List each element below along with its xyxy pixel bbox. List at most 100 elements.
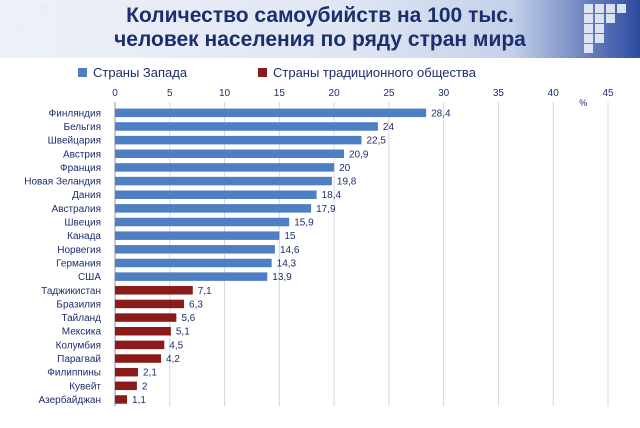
bar [115, 135, 362, 145]
bar [115, 204, 312, 213]
value-label: 2,1 [143, 368, 157, 379]
x-tick-label: 25 [383, 88, 395, 99]
x-tick-label: 45 [602, 88, 614, 99]
decorative-square [595, 34, 604, 43]
category-label: Австралия [52, 204, 101, 215]
category-label: Швеция [64, 218, 101, 229]
bar [115, 108, 427, 118]
decorative-square [17, 24, 26, 33]
bar [115, 176, 332, 186]
bar [115, 395, 128, 404]
decorative-square [584, 24, 593, 33]
decorative-square [617, 4, 626, 13]
x-tick-label: 35 [493, 88, 505, 99]
category-label: Мексика [62, 327, 102, 338]
category-label: Новая Зеландия [24, 177, 101, 188]
decorative-square [595, 14, 604, 23]
x-tick-label: 15 [274, 88, 286, 99]
value-label: 5,6 [181, 313, 195, 324]
chart-title-line1: Количество самоубийств на 100 тыс. [126, 4, 514, 27]
category-label: Австрия [63, 149, 101, 160]
decorative-square [6, 14, 15, 23]
legend-swatch-west [78, 68, 87, 77]
decorative-square [606, 4, 615, 13]
bar [115, 149, 344, 159]
x-tick-label: 30 [438, 88, 450, 99]
bar [115, 313, 177, 322]
category-label: Финляндия [49, 108, 101, 119]
category-label: Канада [67, 231, 101, 242]
decorative-square [6, 34, 15, 43]
value-label: 15,9 [294, 218, 314, 229]
category-label: Бельгия [64, 122, 102, 133]
category-label: Азербайджан [38, 394, 101, 406]
bar [115, 354, 162, 363]
bar [115, 367, 139, 377]
bar [115, 245, 275, 254]
value-label: 22,5 [367, 136, 387, 147]
decorative-square [39, 4, 48, 13]
value-label: 4,2 [166, 354, 180, 365]
decorative-square [28, 4, 37, 13]
decorative-square [6, 44, 15, 53]
legend-label-west: Страны Запада [93, 65, 188, 80]
bar [115, 326, 171, 336]
bar [115, 299, 185, 309]
category-label: Филиппины [47, 368, 101, 379]
value-label: 15 [284, 231, 296, 242]
decorative-square [6, 24, 15, 33]
value-label: 20,9 [349, 149, 369, 160]
value-label: 14,6 [280, 245, 300, 256]
legend-swatch-traditional [258, 68, 267, 77]
value-label: 13,9 [272, 272, 292, 283]
category-label: Дания [72, 190, 101, 201]
value-label: 14,3 [277, 258, 297, 269]
category-label: Норвегия [57, 245, 101, 256]
value-label: 1,1 [132, 395, 146, 406]
category-label: Германия [56, 258, 101, 269]
chart-header: Количество самоубийств на 100 тыс. челов… [0, 0, 640, 58]
bar [115, 217, 290, 227]
x-unit-label: % [579, 98, 587, 108]
category-label: Парагвай [57, 354, 101, 365]
bar [115, 381, 137, 391]
legend-label-traditional: Страны традиционного общества [273, 65, 476, 80]
decorative-square [584, 4, 593, 13]
x-tick-label: 0 [112, 88, 118, 99]
decorative-square [17, 4, 26, 13]
category-label: Франция [60, 163, 101, 174]
decorative-square [17, 14, 26, 23]
value-label: 5,1 [176, 327, 190, 338]
bar [115, 340, 165, 350]
category-label: Таджикистан [41, 286, 101, 297]
value-label: 18,4 [322, 190, 342, 201]
bar [115, 231, 280, 240]
value-label: 19,8 [337, 177, 357, 188]
x-tick-label: 10 [219, 88, 231, 99]
category-label: Колумбия [56, 339, 101, 351]
decorative-square [17, 34, 26, 43]
chart-title-line2: человек населения по ряду стран мира [114, 28, 526, 51]
bar [115, 286, 193, 295]
bar [115, 190, 317, 199]
value-label: 28,4 [431, 108, 451, 119]
category-label: Тайланд [61, 313, 101, 324]
value-label: 4,5 [169, 340, 183, 351]
x-tick-label: 5 [167, 88, 173, 99]
decorative-square [584, 44, 593, 53]
x-tick-label: 20 [329, 88, 341, 99]
value-label: 7,1 [198, 286, 212, 297]
bar [115, 122, 378, 131]
category-label: Бразилия [56, 299, 101, 310]
category-label: Швейцария [48, 136, 101, 147]
decorative-square [584, 14, 593, 23]
bar [115, 163, 335, 172]
decorative-square [584, 34, 593, 43]
x-tick-label: 40 [548, 88, 560, 99]
category-label: Кувейт [69, 381, 101, 392]
bar [115, 272, 268, 281]
value-label: 24 [383, 122, 395, 133]
value-label: 2 [142, 381, 148, 392]
value-label: 20 [339, 163, 351, 174]
